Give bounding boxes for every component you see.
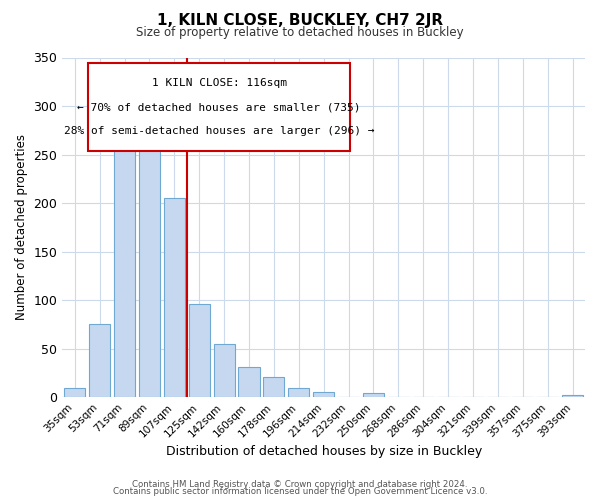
Y-axis label: Number of detached properties: Number of detached properties xyxy=(15,134,28,320)
Text: Contains HM Land Registry data © Crown copyright and database right 2024.: Contains HM Land Registry data © Crown c… xyxy=(132,480,468,489)
Bar xyxy=(363,394,384,397)
FancyBboxPatch shape xyxy=(88,62,350,151)
Bar xyxy=(89,324,110,397)
Bar xyxy=(64,388,85,397)
Bar xyxy=(114,118,135,397)
Bar xyxy=(562,396,583,397)
Bar xyxy=(313,392,334,397)
Bar xyxy=(139,144,160,397)
X-axis label: Distribution of detached houses by size in Buckley: Distribution of detached houses by size … xyxy=(166,444,482,458)
Text: 1 KILN CLOSE: 116sqm: 1 KILN CLOSE: 116sqm xyxy=(152,78,287,88)
Text: Size of property relative to detached houses in Buckley: Size of property relative to detached ho… xyxy=(136,26,464,39)
Text: 28% of semi-detached houses are larger (296) →: 28% of semi-detached houses are larger (… xyxy=(64,126,374,136)
Bar xyxy=(263,377,284,397)
Text: ← 70% of detached houses are smaller (735): ← 70% of detached houses are smaller (73… xyxy=(77,102,361,112)
Bar xyxy=(288,388,310,397)
Bar xyxy=(238,367,260,397)
Bar xyxy=(164,198,185,397)
Bar xyxy=(188,304,210,397)
Text: Contains public sector information licensed under the Open Government Licence v3: Contains public sector information licen… xyxy=(113,487,487,496)
Bar xyxy=(214,344,235,397)
Text: 1, KILN CLOSE, BUCKLEY, CH7 2JR: 1, KILN CLOSE, BUCKLEY, CH7 2JR xyxy=(157,12,443,28)
